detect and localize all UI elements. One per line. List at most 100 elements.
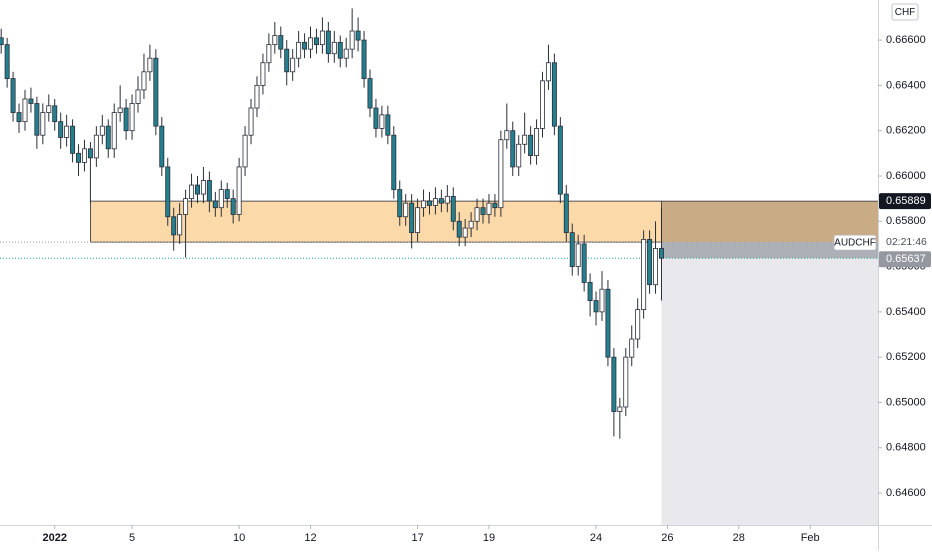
candle-body bbox=[81, 148, 87, 163]
candle-body bbox=[147, 57, 153, 73]
candle-body bbox=[534, 128, 540, 156]
candle-body bbox=[22, 98, 28, 123]
candle-body bbox=[93, 134, 99, 159]
candle-body bbox=[658, 248, 664, 259]
candle-body bbox=[516, 143, 522, 168]
candle-body bbox=[40, 112, 46, 136]
x-tick-label: 12 bbox=[304, 532, 316, 544]
x-tick-label: 28 bbox=[733, 532, 745, 544]
candle-body bbox=[218, 189, 224, 209]
candle-body bbox=[545, 62, 551, 82]
candle-body bbox=[450, 195, 456, 222]
candle-body bbox=[64, 125, 70, 138]
candle-body bbox=[629, 338, 635, 358]
candle-body bbox=[623, 356, 629, 408]
stop-area bbox=[661, 258, 878, 525]
candle-body bbox=[611, 356, 617, 412]
candle-body bbox=[438, 198, 444, 204]
candle-body bbox=[551, 62, 557, 127]
y-tick-label: 0.65800 bbox=[886, 215, 926, 227]
candle-body bbox=[99, 125, 105, 136]
x-tick-label: Feb bbox=[801, 532, 820, 544]
candle-body bbox=[522, 134, 528, 145]
candle-body bbox=[367, 78, 373, 109]
y-tick-label: 0.66000 bbox=[886, 170, 926, 182]
candle-body bbox=[379, 114, 385, 129]
x-tick-label: 26 bbox=[661, 532, 673, 544]
candle-body bbox=[468, 220, 474, 229]
x-tick-label: 5 bbox=[129, 532, 135, 544]
candle-body bbox=[34, 103, 40, 136]
candle-body bbox=[123, 107, 129, 132]
y-tick-label: 0.65200 bbox=[886, 351, 926, 363]
y-tick-label: 0.65000 bbox=[886, 396, 926, 408]
candle-body bbox=[486, 202, 492, 215]
candle-body bbox=[278, 35, 284, 50]
candle-body bbox=[28, 98, 34, 104]
candle-body bbox=[272, 35, 278, 46]
candle-body bbox=[474, 207, 480, 222]
candle-body bbox=[641, 238, 647, 311]
x-tick-label: 2022 bbox=[42, 532, 66, 544]
x-tick-label: 24 bbox=[590, 532, 602, 544]
candle-body bbox=[195, 184, 200, 195]
candle-body bbox=[135, 89, 141, 104]
y-tick-label: 0.66400 bbox=[886, 79, 926, 91]
candle-body bbox=[284, 48, 290, 73]
y-tick-label: 0.66600 bbox=[886, 34, 926, 46]
candle-body bbox=[647, 238, 653, 286]
candle-body bbox=[635, 309, 641, 340]
candle-body bbox=[153, 57, 159, 127]
candle-body bbox=[653, 248, 659, 286]
candle-body bbox=[171, 216, 177, 236]
candle-body bbox=[421, 200, 427, 209]
candle-body bbox=[349, 30, 355, 50]
candle-body bbox=[480, 207, 486, 215]
currency-label: CHF bbox=[895, 7, 916, 18]
candle-body bbox=[355, 30, 361, 41]
candle-body bbox=[563, 193, 569, 234]
x-tick-label: 10 bbox=[233, 532, 245, 544]
candle-body bbox=[266, 44, 272, 64]
candle-body bbox=[409, 202, 415, 234]
time-axis-bg bbox=[0, 525, 932, 550]
candle-body bbox=[4, 44, 10, 79]
candle-body bbox=[575, 243, 581, 267]
candle-body bbox=[260, 62, 266, 86]
candle-body bbox=[212, 200, 218, 209]
candle-body bbox=[200, 180, 206, 195]
candle-body bbox=[462, 227, 468, 238]
candle-body bbox=[296, 41, 302, 59]
candle-body bbox=[117, 107, 123, 113]
candle-body bbox=[361, 39, 367, 79]
candle-body bbox=[129, 103, 135, 132]
candle-body bbox=[492, 202, 498, 209]
candle-body bbox=[105, 125, 111, 150]
countdown-label: 02:21:46 bbox=[886, 236, 927, 248]
x-tick-label: 19 bbox=[483, 532, 495, 544]
candle-body bbox=[528, 134, 534, 156]
candle-body bbox=[557, 125, 563, 195]
candle-body bbox=[325, 30, 331, 55]
y-tick-label: 0.64600 bbox=[886, 487, 926, 499]
last-price-label: 0.65637 bbox=[886, 253, 926, 265]
candle-body bbox=[242, 134, 248, 168]
candle-body bbox=[313, 37, 319, 46]
y-tick-label: 0.64800 bbox=[886, 442, 926, 454]
candle-body bbox=[141, 71, 147, 91]
price-axis-bg bbox=[878, 0, 932, 550]
candle-body bbox=[111, 112, 117, 150]
candle-body bbox=[403, 202, 409, 218]
candle-body bbox=[177, 214, 183, 236]
candle-body bbox=[432, 198, 438, 206]
countdown-badge bbox=[879, 234, 931, 251]
zone-price-badge bbox=[879, 193, 931, 210]
candle-body bbox=[87, 148, 93, 159]
candle-body bbox=[569, 232, 575, 267]
candle-body bbox=[427, 200, 432, 206]
candle-body bbox=[593, 300, 599, 313]
candle-body bbox=[540, 80, 545, 129]
candle-body bbox=[415, 207, 421, 234]
